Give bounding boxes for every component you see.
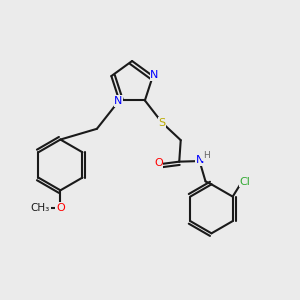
- Text: N: N: [114, 96, 123, 106]
- Text: O: O: [56, 202, 65, 213]
- Text: H: H: [203, 151, 209, 160]
- Text: Cl: Cl: [239, 177, 250, 187]
- Text: O: O: [154, 158, 163, 169]
- Text: CH₃: CH₃: [31, 202, 50, 213]
- Text: N: N: [196, 155, 204, 166]
- Text: N: N: [150, 70, 158, 80]
- Text: S: S: [159, 118, 166, 128]
